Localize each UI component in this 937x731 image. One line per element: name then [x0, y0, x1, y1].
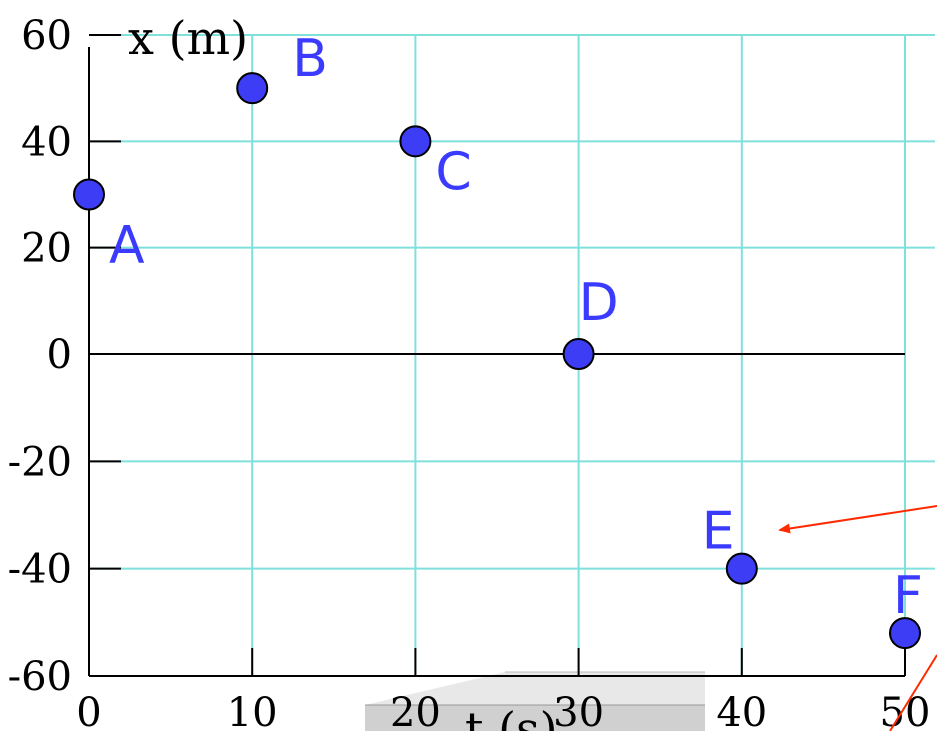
- x-tick-label: 40: [716, 690, 767, 731]
- annotation-arrow: [778, 505, 937, 534]
- y-tick-label: 20: [21, 226, 72, 272]
- axis-layer: [88, 47, 905, 677]
- arrow-layer: [778, 505, 937, 731]
- slab-top: [365, 672, 705, 705]
- y-tick-label: -40: [8, 547, 72, 593]
- point-label-c: C: [435, 142, 471, 202]
- data-point-d: [562, 338, 595, 370]
- y-axis-label: x (m): [128, 11, 248, 65]
- x-tick-label: 0: [76, 690, 101, 731]
- y-tick-label: 0: [47, 332, 72, 378]
- slab-illustration: [365, 671, 705, 731]
- point-layer: [73, 72, 921, 650]
- data-point-c: [399, 125, 432, 158]
- x-tick-label: 50: [880, 690, 931, 731]
- label-layer: A B C D E F: [109, 29, 923, 626]
- y-tick-label: 60: [21, 13, 72, 59]
- data-point-f: [889, 617, 921, 650]
- x-tick-label: 20: [390, 690, 441, 731]
- data-point-b: [236, 72, 269, 105]
- point-label-e: E: [702, 502, 735, 562]
- data-point-e: [725, 552, 758, 585]
- x-tick-label: 10: [227, 690, 278, 731]
- data-point-a: [73, 178, 105, 211]
- point-label-b: B: [292, 29, 328, 89]
- point-label-f: F: [893, 566, 923, 626]
- y-tick-label: -20: [8, 439, 72, 485]
- x-axis-label: t (s): [465, 702, 558, 731]
- y-tick-label: 40: [21, 119, 72, 165]
- annotation-line: [889, 654, 937, 731]
- slab-side: [365, 705, 705, 731]
- y-tick-label: -60: [8, 654, 72, 700]
- x-tick-label: 30: [553, 690, 604, 731]
- point-label-d: D: [579, 273, 619, 333]
- point-label-a: A: [109, 216, 145, 276]
- grid-layer: [89, 34, 935, 676]
